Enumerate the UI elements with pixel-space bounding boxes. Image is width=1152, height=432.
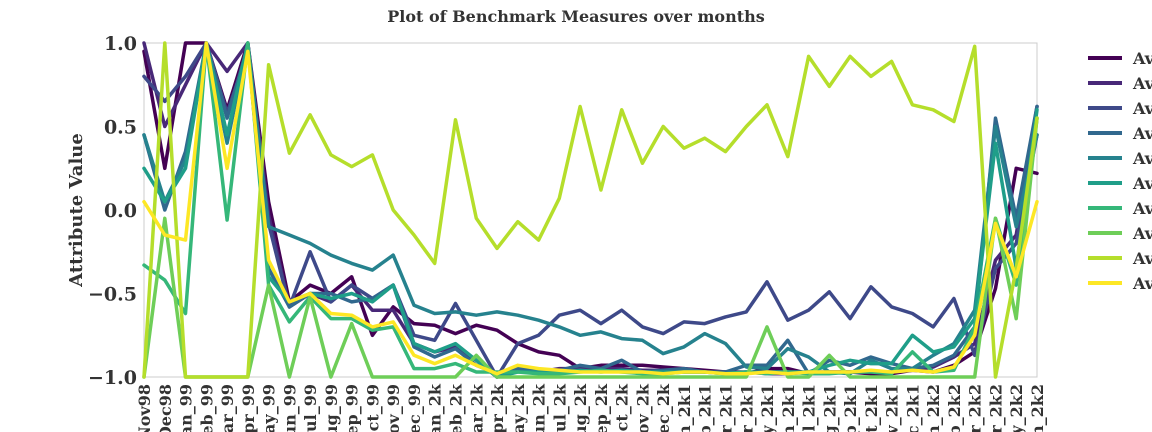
x-tick-label: ar_2k [467, 383, 486, 432]
legend-label-8: Av [1132, 224, 1152, 243]
x-tick-label: un_2k [530, 383, 549, 432]
y-tick-labels: 1.0 0.5 0.0 −0.5 −1.0 [88, 33, 137, 389]
x-tick-label: ay_2k [509, 383, 528, 432]
x-tick-label: ul_99 [301, 384, 320, 432]
legend: Av Av Av Av Av Av Av Av Av Av [1088, 49, 1152, 293]
x-tick-label: n_2k2 [1028, 384, 1047, 432]
chart-title: Plot of Benchmark Measures over months [387, 7, 764, 26]
x-tick-label: ep_2k [592, 383, 611, 432]
x-tick-label: eb_99 [197, 384, 216, 432]
x-tick-label: r_2k2 [986, 384, 1005, 432]
plot-area [143, 42, 1038, 378]
x-tick-label: n_2k1 [779, 384, 798, 432]
series-line-10 [142, 41, 1039, 376]
x-tick-label: p_2k1 [841, 384, 860, 432]
x-tick-label: eb_2k [447, 383, 466, 432]
x-tick-label: ug_2k [571, 383, 590, 432]
x-tick-label: ct_99 [363, 384, 382, 431]
x-tick-label: ov_2k [633, 383, 652, 432]
series-line-9 [142, 41, 1039, 379]
x-tick-label: un_99 [280, 384, 299, 432]
x-tick-label: an_99 [177, 384, 196, 432]
x-tick-label: y_2k2 [1007, 384, 1026, 432]
x-tick-label: g_2k1 [820, 384, 839, 432]
x-tick-label: ul_2k [550, 383, 569, 432]
legend-label-3: Av [1132, 99, 1152, 118]
x-tick-label: l_2k1 [800, 384, 819, 431]
x-tick-labels: Nov98 Dec98 an_99 eb_99 ar_99 pr_99 ay_99 un_99… [135, 383, 1047, 432]
x-tick-label: ec_2k [654, 383, 673, 432]
series-line-3 [142, 41, 1039, 379]
x-tick-label: an_2k [426, 383, 445, 432]
y-tick-label: 0.5 [104, 117, 137, 139]
legend-label-1: Av [1132, 49, 1152, 68]
x-tick-label: b_2k2 [945, 384, 964, 432]
y-tick-label: −1.0 [88, 367, 137, 389]
legend-label-4: Av [1132, 124, 1152, 143]
legend-label-9: Av [1132, 249, 1152, 268]
legend-label-5: Av [1132, 149, 1152, 168]
x-tick-label: ec_99 [405, 384, 424, 432]
x-tick-label: ep_99 [343, 384, 362, 432]
y-tick-label: 1.0 [104, 33, 137, 55]
y-tick-label: −0.5 [88, 284, 137, 306]
x-tick-label: r_2k1 [716, 384, 735, 432]
legend-label-6: Av [1132, 174, 1152, 193]
series-line-5 [142, 41, 1039, 376]
legend-label-10: Av [1132, 274, 1152, 293]
y-tick-label: 0.0 [104, 200, 137, 222]
x-tick-label: v_2k1 [883, 384, 902, 432]
x-tick-label: n_2k1 [675, 384, 694, 432]
x-tick-label: ug_99 [322, 384, 341, 432]
legend-label-7: Av [1132, 199, 1152, 218]
x-tick-label: y_2k1 [758, 384, 777, 432]
x-tick-label: pr_99 [239, 384, 258, 432]
series-line-8 [142, 116, 1039, 379]
x-tick-label: Nov98 [135, 384, 154, 432]
x-tick-label: c_2k1 [903, 384, 922, 432]
x-tick-label: r_2k1 [737, 384, 756, 432]
x-tick-label: r_2k2 [966, 384, 985, 432]
y-axis-label: Attribute Value [66, 133, 87, 288]
x-tick-label: n_2k2 [924, 384, 943, 432]
x-tick-label: t_2k1 [862, 384, 881, 432]
legend-label-2: Av [1132, 74, 1152, 93]
x-tick-label: Dec98 [156, 384, 175, 432]
x-tick-label: b_2k1 [696, 384, 715, 432]
x-tick-label: ay_99 [260, 384, 279, 432]
series-lines [142, 41, 1039, 379]
x-tick-label: ar_99 [218, 384, 237, 432]
x-tick-label: ov_99 [384, 384, 403, 432]
x-tick-label: pr_2k [488, 383, 507, 432]
x-tick-label: ct_2k [613, 383, 632, 431]
